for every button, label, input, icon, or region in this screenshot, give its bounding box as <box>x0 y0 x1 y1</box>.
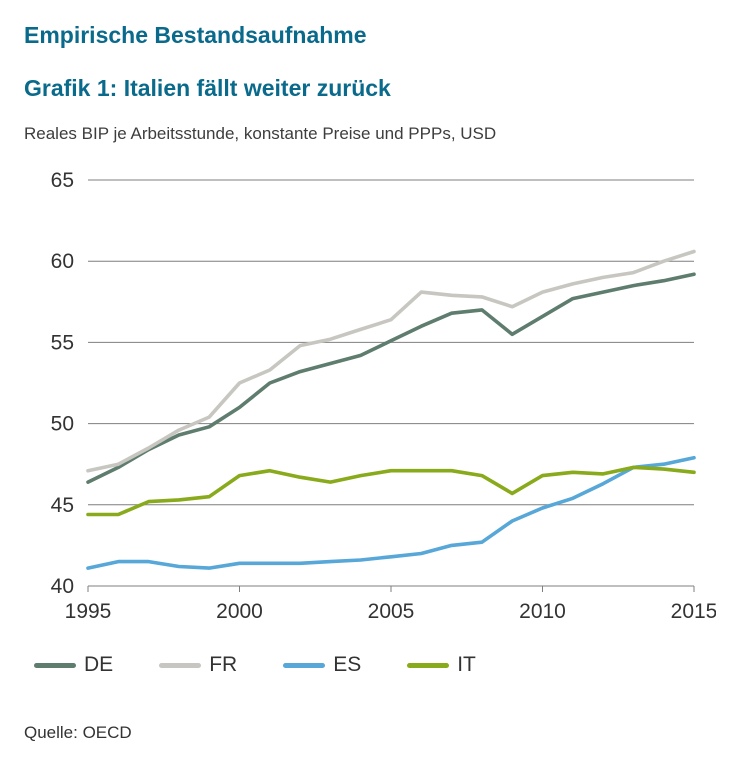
legend-label-es: ES <box>333 653 362 676</box>
series-line-fr <box>86 249 696 473</box>
series-line-es <box>86 455 696 570</box>
legend-item-de: DE <box>34 653 113 677</box>
legend-label-de: DE <box>84 653 114 676</box>
chart-area: 40 45 50 55 60 65 1995 2000 2005 2010 2015 <box>24 166 718 639</box>
x-tick-label: 2015 <box>671 600 716 623</box>
x-tick-label: 1995 <box>65 600 112 623</box>
legend-item-it: IT <box>407 653 476 677</box>
series-line-it <box>86 465 696 517</box>
x-tick-label: 2010 <box>519 600 566 623</box>
section-kicker: Empirische Bestandsaufnahme <box>24 22 367 48</box>
legend-item-fr: FR <box>159 653 237 677</box>
legend-label-it: IT <box>457 653 476 676</box>
x-tick-label: 2000 <box>216 600 263 623</box>
legend-swatch-es <box>283 662 326 668</box>
y-tick-label: 60 <box>51 250 74 273</box>
y-tick-label: 55 <box>51 331 74 354</box>
legend-swatch-it <box>407 662 450 668</box>
legend-swatch-fr <box>159 662 202 668</box>
y-tick-label: 40 <box>51 575 74 598</box>
source-note: Quelle: OECD <box>24 723 132 742</box>
legend-swatch-de <box>34 662 76 668</box>
x-tick-label: 2005 <box>368 600 415 623</box>
line-chart-svg: 40 45 50 55 60 65 1995 2000 2005 2010 2015 <box>51 169 718 623</box>
y-tick-label: 45 <box>51 494 74 517</box>
chart-subtitle: Reales BIP je Arbeitsstunde, konstante P… <box>24 124 497 143</box>
y-tick-label: 50 <box>51 413 74 436</box>
chart-title: Grafik 1: Italien fällt weiter zurück <box>24 75 391 101</box>
legend-label-fr: FR <box>209 653 238 676</box>
chart-legend: DE FR ES IT <box>34 653 716 677</box>
y-tick-label: 65 <box>51 169 74 192</box>
series-line-de <box>86 272 696 484</box>
legend-item-es: ES <box>283 653 361 677</box>
